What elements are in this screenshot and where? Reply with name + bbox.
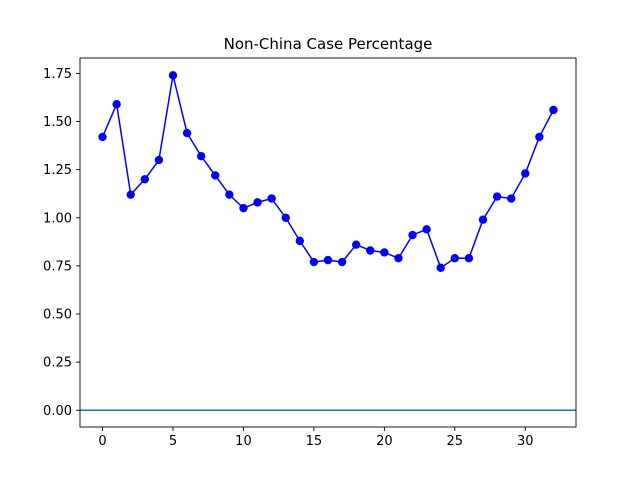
data-point — [394, 253, 403, 263]
y-tick-label: 1.25 — [43, 163, 72, 178]
chart-title: Non-China Case Percentage — [224, 35, 433, 53]
data-point — [126, 190, 135, 199]
x-tick-label: 15 — [306, 434, 323, 449]
data-point — [98, 132, 107, 142]
x-tick-label: 25 — [447, 434, 464, 449]
data-point — [295, 236, 305, 246]
y-tick-label: 1.75 — [43, 67, 72, 82]
data-point — [408, 230, 417, 240]
data-point — [182, 128, 192, 138]
data-point — [351, 240, 361, 249]
data-point — [211, 171, 220, 180]
data-point — [112, 99, 121, 109]
data-point — [309, 257, 319, 267]
y-tick-label: 1.50 — [43, 115, 72, 130]
data-point — [549, 105, 558, 115]
data-point — [535, 132, 544, 142]
data-point — [521, 169, 530, 178]
axes-area: 0 5 10 15 20 25 30 0.00 0.25 0.50 0.75 1.00 1.25 1.50… — [43, 57, 577, 449]
x-tick-label: 0 — [98, 434, 106, 449]
data-point — [422, 225, 431, 234]
x-tick-label: 5 — [169, 434, 177, 449]
data-point — [140, 175, 150, 184]
data-point — [239, 203, 248, 213]
y-tick-label: 0.50 — [43, 308, 72, 323]
data-point — [464, 253, 474, 263]
data-point — [478, 215, 488, 224]
y-tick-label: 0.00 — [43, 404, 72, 419]
x-tick-label: 30 — [517, 434, 534, 449]
data-point — [253, 198, 262, 207]
data-point — [337, 257, 347, 267]
plot-frame — [79, 57, 577, 428]
data-point — [323, 255, 333, 265]
data-point — [281, 213, 290, 222]
y-tick-label: 0.75 — [43, 259, 72, 274]
data-point — [450, 253, 460, 263]
data-point — [267, 194, 276, 203]
data-point — [436, 263, 445, 273]
data-point — [225, 190, 234, 199]
data-point — [380, 248, 389, 257]
data-point — [492, 192, 502, 201]
data-point — [168, 71, 178, 80]
data-point — [196, 151, 206, 161]
x-tick-label: 20 — [376, 434, 393, 449]
data-point — [154, 155, 164, 165]
data-point — [366, 246, 375, 255]
data-point — [506, 194, 516, 203]
y-tick-label: 1.00 — [43, 211, 72, 226]
y-tick-label: 0.25 — [43, 356, 72, 371]
x-tick-label: 10 — [235, 434, 252, 449]
